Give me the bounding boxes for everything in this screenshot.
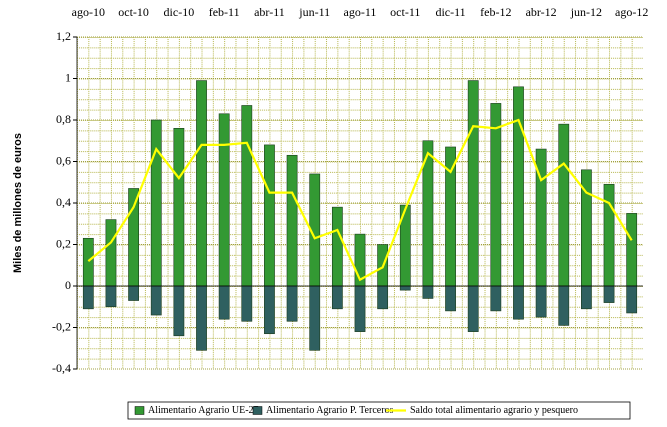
x-tick-label: oct-11: [390, 5, 420, 19]
bar: [218, 113, 230, 287]
bar: [626, 285, 638, 314]
bar: [286, 154, 298, 287]
legend-label: Saldo total alimentario agrario y pesque…: [410, 405, 578, 416]
bar: [558, 285, 570, 326]
bar: [173, 128, 185, 287]
bar: [218, 285, 230, 320]
y-tick-label: -0,4: [52, 361, 71, 375]
y-tick-label: 0,4: [56, 195, 71, 209]
bar: [264, 285, 275, 335]
legend: Alimentario Agrario UE-27 Alimentario Agr…: [127, 401, 631, 420]
x-tick-label: abr-11: [254, 5, 285, 19]
x-tick-label: jun-11: [298, 5, 330, 19]
x-tick-label: dic-11: [435, 5, 465, 19]
bar: [150, 119, 162, 287]
bar: [445, 285, 456, 312]
bar: [286, 285, 298, 322]
y-tick-label: 1: [65, 70, 71, 84]
bar: [241, 285, 253, 322]
line: [87, 118, 633, 282]
y-tick-label: -0,2: [52, 319, 71, 333]
bar: [331, 206, 343, 287]
bar: [422, 285, 434, 299]
y-tick-label: 0,8: [56, 112, 71, 126]
bar: [603, 184, 615, 287]
x-tick-label: abr-12: [526, 5, 557, 19]
bar: [82, 237, 94, 287]
bar: [399, 285, 411, 291]
legend-swatch: [134, 406, 145, 415]
bar: [128, 188, 139, 287]
bar: [490, 103, 502, 287]
bar: [196, 80, 207, 287]
x-tick-label: jun-12: [570, 5, 602, 19]
bar: [535, 285, 547, 318]
y-tick-label: 1,2: [56, 29, 71, 43]
bar: [513, 285, 524, 320]
bar: [581, 285, 592, 310]
bar: [513, 86, 524, 287]
bar: [331, 285, 343, 310]
y-tick-label: 0,2: [56, 236, 71, 250]
bar: [490, 285, 502, 312]
bar: [467, 285, 479, 332]
x-tick-label: ago-12: [615, 5, 648, 19]
legend-label: Alimentario Agrario P. Terceros: [266, 405, 394, 416]
y-tick-label: 0: [65, 278, 71, 292]
x-tick-label: dic-10: [164, 5, 195, 19]
bar: [105, 285, 117, 308]
x-tick-label: ago-11: [344, 5, 377, 19]
bar: [467, 80, 479, 287]
bar: [173, 285, 185, 337]
bar: [603, 285, 615, 303]
x-tick-label: oct-10: [118, 5, 149, 19]
bar: [626, 213, 638, 287]
y-tick-label: 0,6: [56, 153, 71, 167]
legend-swatch: [252, 406, 263, 415]
bar: [377, 285, 389, 310]
bar: [105, 219, 117, 287]
bar: [354, 285, 366, 332]
x-tick-label: feb-11: [209, 5, 240, 19]
x-tick-label: ago-10: [72, 5, 105, 19]
x-tick-label: feb-12: [480, 5, 511, 19]
y-axis-label: Miles de millones de euros: [12, 133, 24, 273]
bar: [82, 285, 94, 310]
bar: [150, 285, 162, 316]
legend-label: Alimentario Agrario UE-27: [148, 405, 259, 416]
bar: [196, 285, 207, 351]
bar: [309, 285, 321, 351]
bar: [558, 123, 570, 287]
bar: [241, 105, 253, 287]
bar: [128, 285, 139, 301]
bar: [264, 144, 275, 287]
